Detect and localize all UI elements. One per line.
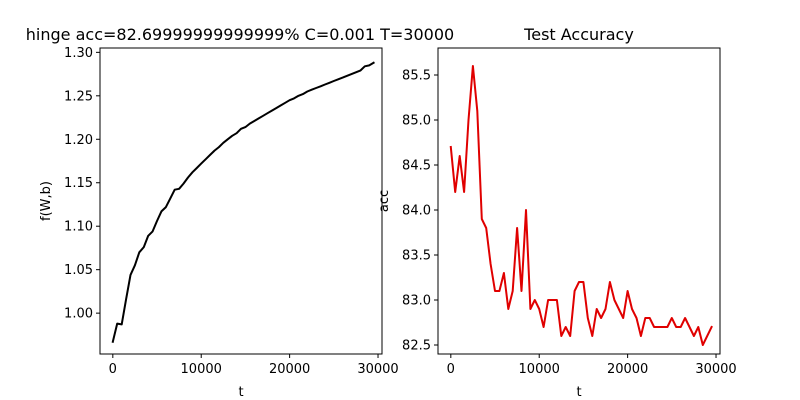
y-axis-label: f(W,b) (39, 181, 54, 221)
y-axis-label: acc (377, 190, 392, 212)
x-axis-label: t (238, 385, 243, 400)
y-tick-label: 1.05 (64, 263, 93, 278)
series-line-0-0 (111, 61, 375, 344)
chart-title: hinge acc=82.69999999999999% C=0.001 T=3… (26, 25, 454, 44)
y-tick-label: 1.20 (64, 133, 93, 148)
x-axis-label: t (576, 385, 581, 400)
x-tick-label: 30000 (695, 362, 736, 377)
y-tick-label: 1.00 (64, 307, 93, 322)
y-tick-label: 84.0 (402, 204, 431, 219)
chart-title: Test Accuracy (523, 25, 634, 44)
x-tick-label: 20000 (607, 362, 648, 377)
y-tick-label: 83.0 (402, 294, 431, 309)
accuracy-chart: 0 10000 20000 30000 82.5 83.0 83.5 84.0 84.5 85.0… (377, 25, 737, 400)
y-tick-label: 1.15 (64, 176, 93, 191)
y-tick-label: 1.25 (64, 89, 93, 104)
loss-chart: 0 10000 20000 30000 1.00 1.05 1.10 1.15 1.20 1.25… (26, 25, 454, 400)
x-tick-label: 10000 (181, 362, 222, 377)
y-tick-label: 85.5 (402, 69, 431, 84)
series-line-1-0 (449, 65, 713, 346)
x-tick-label: 10000 (519, 362, 560, 377)
y-tick-label: 1.30 (64, 46, 93, 61)
x-tick-label: 0 (109, 362, 117, 377)
x-tick-label: 30000 (357, 362, 398, 377)
plot-frame (99, 47, 383, 355)
y-tick-label: 82.5 (402, 339, 431, 354)
plot-frame (437, 47, 721, 355)
x-tick-label: 20000 (269, 362, 310, 377)
x-tick-label: 0 (447, 362, 455, 377)
y-tick-label: 83.5 (402, 249, 431, 264)
y-tick-label: 85.0 (402, 114, 431, 129)
y-tick-label: 1.10 (64, 220, 93, 235)
y-tick-label: 84.5 (402, 159, 431, 174)
